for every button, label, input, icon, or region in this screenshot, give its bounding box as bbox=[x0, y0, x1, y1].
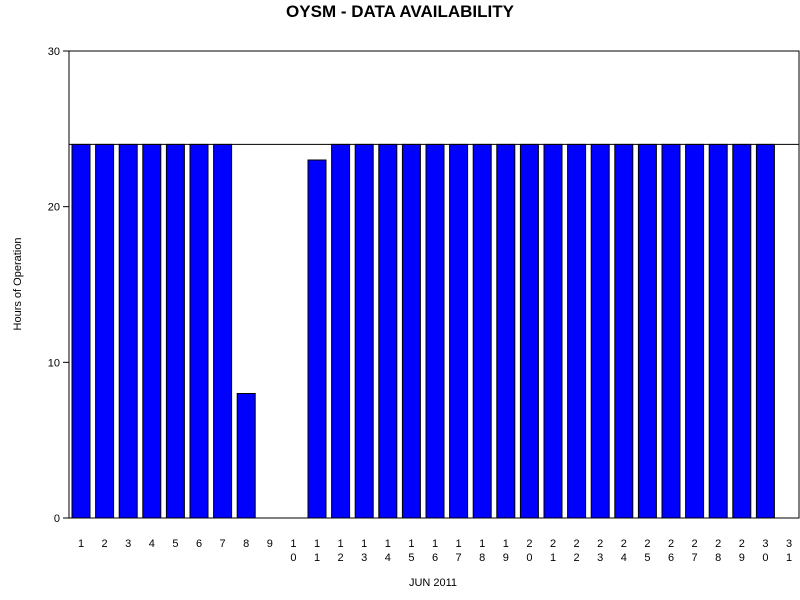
bar-day-13 bbox=[354, 143, 374, 519]
bar-day-22 bbox=[567, 143, 587, 519]
bar-day-7 bbox=[213, 143, 233, 519]
bar-day-16 bbox=[425, 143, 445, 519]
bar-day-25 bbox=[637, 143, 657, 519]
bar-day-4 bbox=[142, 143, 162, 519]
x-tick-label: 9 bbox=[267, 538, 273, 550]
x-tick-label: 1 bbox=[78, 538, 84, 550]
x-tick-label: 7 bbox=[220, 538, 226, 550]
bar-day-30 bbox=[755, 143, 775, 519]
bar-day-18 bbox=[472, 143, 492, 519]
y-axis-label: Hours of Operation bbox=[12, 238, 24, 331]
x-tick-label: 6 bbox=[196, 538, 202, 550]
bars bbox=[71, 143, 775, 519]
x-tick-label: 8 bbox=[243, 538, 249, 550]
bar-day-29 bbox=[732, 143, 752, 519]
bar-day-20 bbox=[519, 143, 539, 519]
bar-day-8 bbox=[236, 393, 256, 519]
x-axis-label: JUN 2011 bbox=[409, 577, 457, 589]
bar-day-5 bbox=[165, 143, 185, 519]
x-tick-label: 2 bbox=[102, 538, 108, 550]
bar-day-27 bbox=[685, 143, 705, 519]
x-tick-label: 5 bbox=[172, 538, 178, 550]
x-tick-label: 3 bbox=[125, 538, 131, 550]
bar-day-24 bbox=[614, 143, 634, 519]
bar-day-21 bbox=[543, 143, 563, 519]
y-tick-label: 10 bbox=[48, 357, 60, 369]
bar-day-17 bbox=[449, 143, 469, 519]
bar-day-1 bbox=[71, 143, 91, 519]
x-tick-label: 4 bbox=[149, 538, 155, 550]
y-axis: 0 10 20 30 bbox=[48, 46, 69, 525]
bar-day-6 bbox=[189, 143, 209, 519]
bar-day-23 bbox=[590, 143, 610, 519]
bar-day-3 bbox=[118, 143, 138, 519]
bar-day-12 bbox=[331, 143, 351, 519]
chart-title: OYSM - DATA AVAILABILITY bbox=[286, 2, 515, 21]
bar-day-15 bbox=[401, 143, 421, 519]
bar-day-11 bbox=[307, 159, 327, 519]
bar-day-26 bbox=[661, 143, 681, 519]
bar-day-2 bbox=[95, 143, 115, 519]
bar-day-28 bbox=[708, 143, 728, 519]
y-tick-label: 0 bbox=[54, 513, 60, 525]
bar-day-19 bbox=[496, 143, 516, 519]
y-tick-label: 20 bbox=[48, 202, 60, 214]
bar-day-14 bbox=[378, 143, 398, 519]
x-axis: 1 2 3 4 5 6 7 8 9 1 01 11 21 31 41 51 61 71 81 92 02 12 22 32 42… bbox=[78, 538, 792, 564]
y-tick-label: 30 bbox=[48, 46, 60, 58]
